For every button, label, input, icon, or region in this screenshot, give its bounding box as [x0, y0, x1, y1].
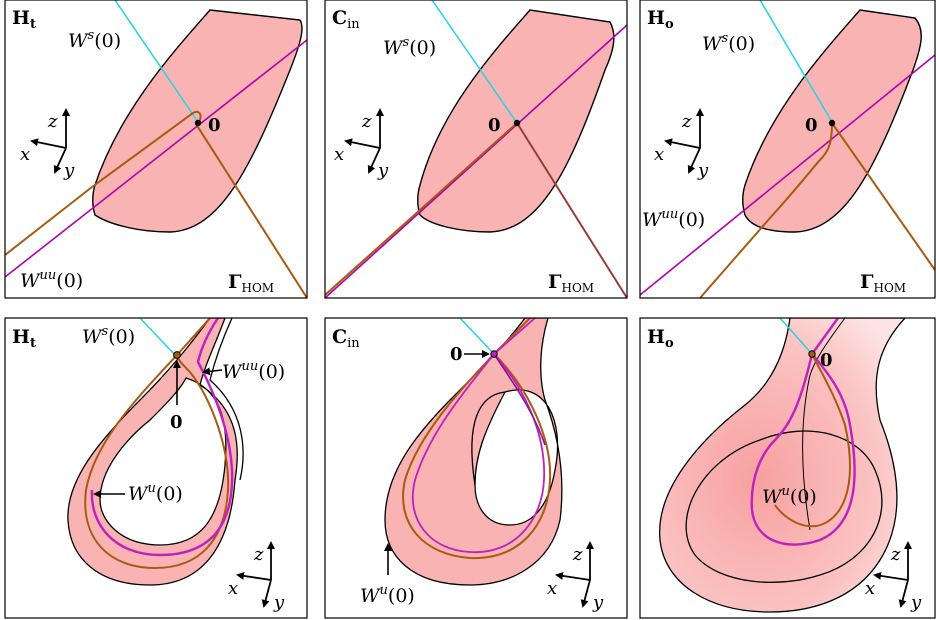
z-axis-label: z	[361, 111, 372, 132]
strong-unstable-manifold-label: Wuu(0)	[642, 207, 705, 231]
axes-triad: z x y	[654, 108, 709, 181]
x-axis-label: x	[654, 144, 664, 165]
panel-frame	[4, 0, 308, 299]
strong-unstable-manifold-curve	[750, 318, 856, 546]
unstable-manifold-surface	[659, 318, 906, 613]
unstable-manifold-edge	[471, 391, 506, 486]
stable-manifold-label: Ws(0)	[702, 31, 755, 55]
stable-manifold-label: Ws(0)	[82, 324, 135, 348]
panel-title: Ht	[12, 7, 36, 32]
axes-triad: z x y	[20, 108, 75, 181]
strong-unstable-manifold-curve	[325, 24, 627, 298]
origin-dot	[173, 351, 181, 359]
z-axis-label: z	[47, 111, 58, 132]
axes-triad: z x y	[865, 541, 922, 613]
origin-dot	[490, 350, 498, 358]
homoclinic-orbit-curve	[5, 110, 307, 298]
strong-unstable-manifold-curve	[640, 54, 935, 296]
panel-top-ho: Ho Ws(0) 0 Wuu(0) ΓHOM z x y	[639, 0, 936, 299]
y-axis-label: y	[273, 592, 285, 613]
panel-title: Ht	[12, 326, 36, 351]
x-axis-label: x	[20, 144, 30, 165]
homoclinic-orbit-curve	[84, 318, 230, 570]
origin-label: 0	[820, 350, 833, 371]
y-axis-label: y	[592, 592, 604, 613]
panel-bottom-cin: Cin 0 Wu(0) z x y	[324, 317, 628, 619]
origin-label: 0	[208, 115, 221, 136]
panel-title: Ho	[647, 326, 674, 351]
panel-frame	[324, 317, 628, 619]
stable-manifold-curve	[459, 318, 495, 355]
y-axis-label: y	[697, 160, 709, 181]
origin-dot	[828, 119, 836, 127]
strong-unstable-manifold-label: Wuu(0)	[222, 359, 285, 383]
unstable-manifold-fold	[802, 318, 846, 531]
homoclinic-orbit-label: ΓHOM	[548, 271, 594, 295]
z-axis-label: z	[572, 544, 583, 565]
axes-triad: z x y	[334, 108, 389, 181]
stable-manifold-curve	[759, 0, 833, 123]
homoclinic-orbit-label: ΓHOM	[860, 271, 906, 295]
origin-label: 0	[170, 412, 183, 433]
axes-triad: z x y	[547, 541, 604, 613]
panel-frame	[639, 317, 936, 619]
stable-manifold-label: Ws(0)	[68, 28, 121, 52]
panel-frame	[4, 317, 308, 619]
panel-title: Cin	[332, 7, 360, 32]
origin-label: 0	[488, 115, 501, 136]
stable-manifold-curve	[139, 318, 176, 356]
unstable-manifold-surface	[67, 318, 238, 586]
stable-manifold-curve	[114, 0, 199, 123]
panel-bottom-ht: Ht Ws(0) 0 Wuu(0) Wu(0) z x y	[4, 317, 308, 619]
origin-dot	[808, 350, 816, 358]
stable-manifold-label: Ws(0)	[383, 35, 436, 59]
unstable-manifold-label: Wu(0)	[128, 481, 183, 505]
y-axis-label: y	[63, 160, 75, 181]
panel-title: Ho	[647, 7, 674, 32]
z-axis-label: z	[253, 544, 264, 565]
z-axis-label: z	[681, 111, 692, 132]
homoclinic-orbit-label: ΓHOM	[228, 271, 274, 295]
y-axis-label: y	[377, 160, 389, 181]
origin-dot	[194, 119, 202, 127]
strong-unstable-manifold-curve	[5, 39, 307, 278]
origin-label: 0	[450, 344, 463, 365]
unstable-manifold-surface	[384, 318, 563, 586]
panel-frame	[639, 0, 936, 299]
homoclinic-orbit-segment	[516, 122, 627, 298]
homoclinic-orbit-curve	[774, 353, 851, 528]
panel-bottom-ho: Ho 0 Wu(0) z x y	[639, 317, 936, 619]
homoclinic-orbit-curve	[699, 119, 935, 298]
panel-top-ht: Ht Ws(0) 0 Wuu(0) ΓHOM z x y	[4, 0, 308, 299]
stable-branch-curve	[493, 353, 546, 446]
x-axis-label: x	[547, 578, 557, 599]
origin-dot	[513, 119, 521, 127]
panel-frame	[324, 0, 628, 299]
strong-unstable-manifold-curve	[411, 318, 546, 553]
panel-top-cin: Cin Ws(0) 0 ΓHOM z x y	[324, 0, 628, 299]
y-axis-label: y	[910, 592, 922, 613]
strong-unstable-pointer-arrow	[202, 367, 223, 376]
x-axis-label: x	[865, 578, 875, 599]
strong-unstable-manifold-label: Wuu(0)	[20, 268, 83, 292]
panel-title: Cin	[332, 326, 360, 351]
z-axis-label: z	[890, 544, 901, 565]
x-axis-label: x	[228, 578, 238, 599]
stable-manifold-curve	[431, 0, 518, 124]
homoclinic-orbit-curve	[402, 318, 552, 560]
strong-unstable-manifold-curve	[90, 318, 234, 557]
stable-manifold-curve	[779, 318, 813, 355]
unstable-manifold-edge	[209, 318, 244, 481]
unstable-manifold-label: Wu(0)	[360, 583, 415, 607]
unstable-manifold-label: Wu(0)	[762, 484, 817, 508]
x-axis-label: x	[334, 144, 344, 165]
axes-triad: z x y	[228, 541, 285, 613]
origin-label: 0	[805, 115, 818, 136]
